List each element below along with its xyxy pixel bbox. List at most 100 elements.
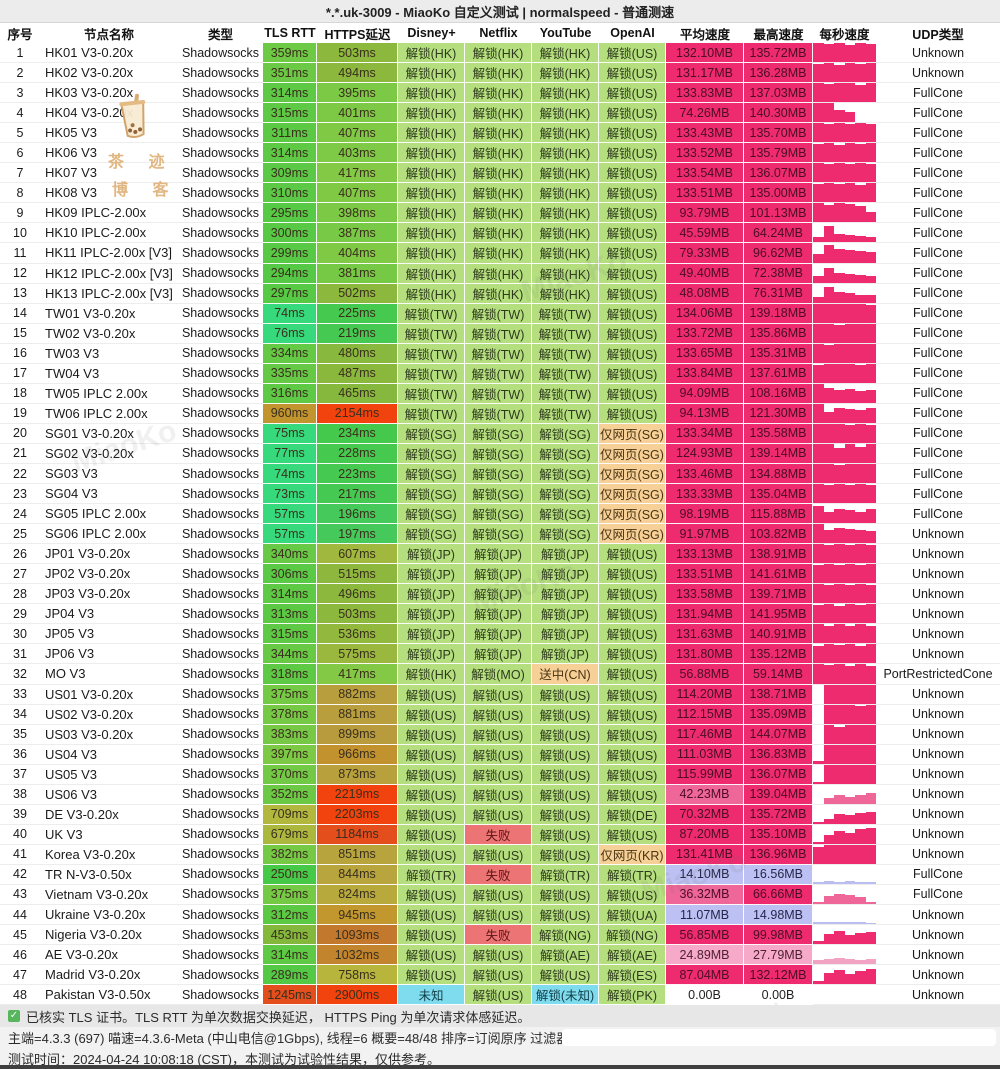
cell-youtube: 解锁(HK): [532, 83, 599, 104]
cell-udp-type: Unknown: [876, 945, 1000, 966]
speed-bar: [834, 830, 845, 844]
cell-speed-bars: [813, 223, 876, 244]
speed-bar: [823, 388, 834, 403]
cell-disney: 解锁(JP): [398, 624, 465, 645]
cell-disney: 解锁(HK): [398, 223, 465, 244]
cell-index: 34: [0, 705, 40, 725]
cell-type: Shadowsocks: [178, 123, 263, 144]
cell-index: 32: [0, 664, 40, 685]
cell-netflix: 解锁(JP): [465, 544, 532, 565]
tls-note-line: ✓ 已核实 TLS 证书。TLS RTT 为单次数据交换延迟， HTTPS Pi…: [0, 1005, 1000, 1027]
cell-type: Shadowsocks: [178, 243, 263, 264]
cell-disney: 解锁(US): [398, 945, 465, 966]
cell-netflix: 解锁(MO): [465, 664, 532, 685]
speed-bar: [823, 245, 834, 263]
cell-udp-type: FullCone: [876, 384, 1000, 404]
cell-youtube: 解锁(HK): [532, 263, 599, 284]
speed-bar: [865, 363, 876, 383]
cell-node-name: TW06 IPLC 2.00x: [40, 404, 178, 424]
cell-udp-type: FullCone: [876, 223, 1000, 244]
speed-bar: [823, 896, 834, 905]
table-row: 1 HK01 V3-0.20x Shadowsocks 359ms 503ms 解锁(HK…: [0, 43, 1000, 64]
cell-https-latency: 228ms: [317, 443, 398, 464]
cell-max-speed: 135.00MB: [744, 183, 813, 204]
cell-https-latency: 536ms: [317, 624, 398, 645]
cell-speed-bars: [813, 63, 876, 84]
cell-disney: 解锁(HK): [398, 203, 465, 224]
cell-youtube: 解锁(US): [532, 804, 599, 825]
cell-netflix: 解锁(HK): [465, 243, 532, 264]
speed-bar: [834, 931, 845, 945]
cell-type: Shadowsocks: [178, 324, 263, 344]
cell-youtube: 解锁(HK): [532, 243, 599, 264]
cell-avg-speed: 133.33MB: [666, 484, 744, 505]
cell-node-name: Vietnam V3-0.20x: [40, 885, 178, 906]
cell-openai: 仅网页(SG): [599, 524, 666, 545]
speed-sparkline: [813, 905, 876, 925]
column-header-8: OpenAI: [610, 26, 655, 40]
cell-speed-bars: [813, 564, 876, 585]
cell-type: Shadowsocks: [178, 264, 263, 284]
speed-bar: [855, 84, 866, 103]
cell-https-latency: 494ms: [317, 63, 398, 84]
speed-bar: [813, 236, 824, 243]
cell-https-latency: 223ms: [317, 463, 398, 485]
speed-bar: [834, 423, 845, 443]
speed-bar: [813, 423, 824, 443]
cell-tls-rtt: 300ms: [263, 223, 317, 244]
cell-max-speed: 140.30MB: [744, 103, 813, 124]
cell-disney: 解锁(TW): [398, 303, 465, 324]
speed-bar: [823, 764, 834, 784]
cell-max-speed: 72.38MB: [744, 263, 813, 284]
speed-bar: [834, 303, 845, 323]
table-row: 20 SG01 V3-0.20x Shadowsocks 75ms 234ms 解锁(SG…: [0, 423, 1000, 444]
cell-speed-bars: [813, 905, 876, 926]
speed-bar: [865, 323, 876, 343]
table-row: 9 HK09 IPLC-2.00x Shadowsocks 295ms 398ms 解锁(…: [0, 203, 1000, 224]
cell-tls-rtt: 315ms: [263, 624, 317, 645]
speed-bar: [855, 765, 866, 784]
cell-speed-bars: [813, 925, 876, 946]
cell-node-name: HK03 V3-0.20x: [40, 83, 178, 104]
cell-disney: 解锁(HK): [398, 163, 465, 184]
speed-bar: [813, 980, 824, 985]
speed-bar: [844, 665, 855, 684]
speed-bar: [865, 724, 876, 744]
speed-bar: [823, 205, 834, 223]
speed-bar: [844, 344, 855, 363]
cell-avg-speed: 133.83MB: [666, 83, 744, 104]
speed-bar: [865, 443, 876, 463]
speed-bar: [855, 274, 866, 283]
cell-https-latency: 575ms: [317, 644, 398, 665]
cell-avg-speed: 134.06MB: [666, 303, 744, 324]
speed-bar: [823, 43, 834, 63]
cell-netflix: 解锁(US): [465, 985, 532, 1006]
speed-bar: [834, 233, 845, 243]
cell-netflix: 解锁(HK): [465, 203, 532, 224]
cell-node-name: HK11 IPLC-2.00x [V3]: [40, 243, 178, 264]
cell-https-latency: 407ms: [317, 183, 398, 204]
cell-https-latency: 407ms: [317, 123, 398, 144]
speed-sparkline: [813, 544, 876, 564]
cell-index: 35: [0, 725, 40, 745]
speed-bar: [855, 64, 866, 83]
cell-netflix: 解锁(US): [465, 844, 532, 865]
speed-bar: [865, 424, 876, 443]
speed-bar: [844, 293, 855, 303]
cell-youtube: 解锁(AE): [532, 945, 599, 966]
cell-udp-type: Unknown: [876, 785, 1000, 805]
speed-bar: [855, 163, 866, 183]
column-header-12: UDP类型: [912, 27, 964, 42]
cell-udp-type: Unknown: [876, 604, 1000, 625]
speed-sparkline: [813, 463, 876, 484]
cell-tls-rtt: 312ms: [263, 905, 317, 926]
meta-text: 主端=4.3.3 (697) 喵速=4.3.6-Meta (中山电信@1Gbps…: [8, 1031, 577, 1046]
cell-avg-speed: 133.52MB: [666, 143, 744, 164]
cell-https-latency: 873ms: [317, 764, 398, 785]
cell-youtube: 解锁(HK): [532, 163, 599, 184]
cell-max-speed: 0.00B: [744, 985, 813, 1006]
cell-https-latency: 465ms: [317, 383, 398, 404]
speed-bar: [865, 508, 876, 524]
cell-youtube: 解锁(US): [532, 724, 599, 745]
cell-max-speed: 59.14MB: [744, 664, 813, 685]
